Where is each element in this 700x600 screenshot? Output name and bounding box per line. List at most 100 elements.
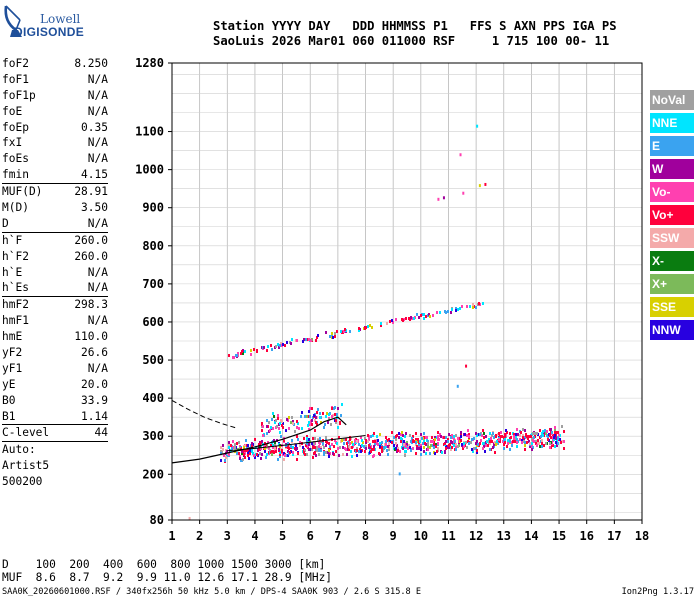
echo-mark — [339, 422, 341, 425]
echo-mark — [455, 448, 457, 451]
echo-mark — [459, 153, 462, 157]
echo-mark — [490, 437, 492, 440]
echo-mark — [346, 453, 348, 456]
echo-mark — [554, 445, 556, 448]
echo-mark — [308, 338, 310, 341]
echo-mark — [532, 446, 534, 449]
echo-mark — [268, 421, 270, 424]
echo-mark — [420, 453, 422, 456]
x-tick-label: 4 — [251, 529, 258, 543]
echo-mark — [392, 321, 394, 324]
param-row: h`F 260.0 — [2, 233, 108, 249]
y-tick-label: 900 — [142, 201, 164, 215]
param-value: N/A — [87, 216, 108, 230]
echo-mark — [423, 317, 425, 320]
version-label: Ion2Png 1.3.17 — [621, 587, 694, 597]
param-value: N/A — [87, 88, 108, 102]
echo-mark — [405, 317, 407, 320]
echo-mark — [312, 456, 314, 459]
lowell-digisonde-logo: Lowell DIGISONDE — [2, 2, 84, 44]
echo-mark — [220, 452, 222, 455]
echo-mark — [554, 428, 556, 431]
echo-mark — [273, 451, 275, 454]
echo-mark — [529, 445, 531, 448]
echo-mark — [379, 445, 381, 448]
echo-mark — [317, 408, 319, 411]
echo-mark — [345, 438, 347, 441]
echo-mark — [329, 335, 331, 338]
echo-mark — [303, 451, 305, 454]
echo-mark — [463, 445, 465, 448]
echo-mark — [475, 442, 477, 445]
echo-mark — [501, 435, 503, 438]
x-tick-label: 8 — [362, 529, 369, 543]
echo-mark — [356, 449, 358, 452]
echo-mark — [228, 446, 230, 449]
echo-mark — [423, 313, 425, 316]
echo-mark — [475, 447, 477, 450]
echo-mark — [417, 438, 419, 441]
echo-mark — [374, 443, 376, 446]
echo-mark — [395, 438, 397, 441]
echo-mark — [259, 445, 261, 448]
echo-mark — [557, 442, 559, 445]
echo-mark — [521, 441, 523, 444]
echo-mark — [486, 440, 488, 443]
echo-mark — [465, 441, 467, 444]
echo-mark — [398, 432, 400, 435]
echo-mark — [324, 423, 326, 426]
echo-mark — [323, 426, 325, 429]
param-row: yF1 N/A — [2, 361, 108, 377]
param-name: fxI — [2, 136, 23, 150]
echo-mark — [406, 441, 408, 444]
echo-mark — [337, 426, 339, 429]
echo-mark — [557, 431, 559, 434]
echo-mark — [476, 124, 479, 128]
param-name: foF1p — [2, 88, 36, 102]
echo-mark — [549, 434, 551, 437]
echo-mark — [247, 451, 249, 454]
echo-mark — [281, 424, 283, 427]
echo-mark — [226, 450, 228, 453]
echo-mark — [378, 452, 380, 455]
param-name: h`F — [2, 233, 23, 247]
echo-mark — [277, 458, 279, 461]
echo-mark — [461, 443, 463, 446]
echo-mark — [432, 440, 434, 443]
echo-mark — [496, 440, 498, 443]
echo-mark — [243, 446, 245, 449]
echo-mark — [356, 440, 358, 443]
param-row: foF1 N/A — [2, 72, 108, 88]
param-row: fmin 4.15 — [2, 167, 108, 183]
echo-mark — [287, 446, 289, 449]
echo-mark — [338, 436, 340, 439]
echo-mark — [247, 444, 249, 447]
echo-mark — [368, 446, 370, 449]
echo-mark — [267, 345, 269, 348]
echo-mark — [415, 432, 417, 435]
param-name: M(D) — [2, 201, 29, 215]
echo-mark — [563, 440, 565, 443]
echo-mark — [365, 441, 367, 444]
echo-mark — [307, 424, 309, 427]
x-tick-label: 16 — [579, 529, 593, 543]
dish-antenna-icon — [4, 5, 22, 37]
echo-mark — [516, 428, 518, 431]
echo-mark — [551, 431, 553, 434]
echo-mark — [435, 445, 437, 448]
echo-mark — [415, 441, 417, 444]
echo-mark — [530, 435, 532, 438]
echo-mark — [228, 453, 230, 456]
echo-mark — [303, 338, 305, 341]
echo-mark — [542, 430, 544, 433]
echo-mark — [457, 445, 459, 448]
echo-mark — [364, 450, 366, 453]
echo-mark — [380, 324, 382, 327]
echo-mark — [234, 446, 236, 449]
distance-row: D 100 200 400 600 800 1000 1500 3000 [km… — [2, 558, 326, 571]
echo-mark — [509, 448, 511, 451]
echo-mark — [238, 452, 240, 455]
echo-mark — [485, 444, 487, 447]
echo-mark — [523, 438, 525, 441]
echo-mark — [283, 458, 285, 461]
